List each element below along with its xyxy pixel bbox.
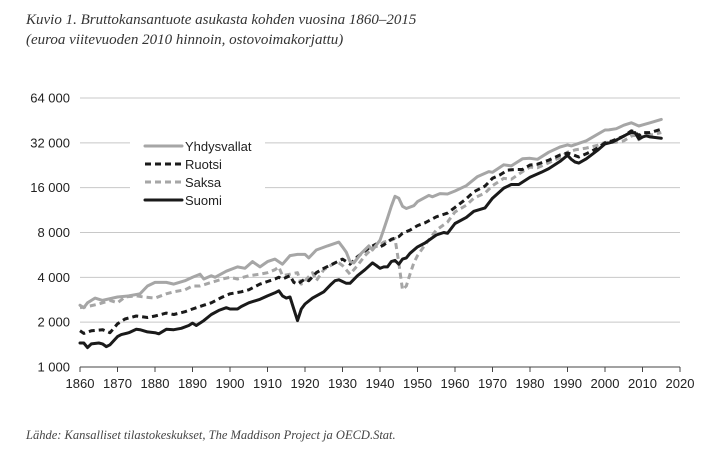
- y-tick-label: 2 000: [37, 315, 70, 330]
- y-tick-label: 64 000: [30, 91, 70, 106]
- x-tick-label: 1910: [253, 376, 282, 391]
- series-line-yhdysvallat: [78, 117, 663, 310]
- legend-label-ruotsi: Ruotsi: [185, 157, 222, 172]
- x-tick-label: 1900: [216, 376, 245, 391]
- x-tick-label: 1980: [516, 376, 545, 391]
- x-tick-label: 2000: [591, 376, 620, 391]
- y-tick-label: 32 000: [30, 135, 70, 150]
- chart-title-line-1: Kuvio 1. Bruttokansantuote asukasta kohd…: [26, 12, 417, 28]
- series-line-suomi: [78, 131, 663, 350]
- x-tick-label: 1860: [66, 376, 95, 391]
- y-tick-label: 1 000: [37, 360, 70, 375]
- y-tick-label: 8 000: [37, 225, 70, 240]
- chart-title: Kuvio 1. Bruttokansantuote asukasta kohd…: [26, 10, 416, 50]
- legend-label-suomi: Suomi: [185, 193, 222, 208]
- y-tick-label: 16 000: [30, 180, 70, 195]
- x-tick-label: 1950: [403, 376, 432, 391]
- y-tick-label: 4 000: [37, 270, 70, 285]
- series-lines: [78, 117, 663, 350]
- series-line-saksa: [79, 131, 662, 310]
- y-axis-tick-labels: 1 000 2 000 4 000 8 000 16 000 32 000 64 000: [30, 91, 70, 375]
- x-tick-label: 2010: [628, 376, 657, 391]
- x-tick-label: 2020: [666, 376, 695, 391]
- x-tick-label: 1880: [141, 376, 170, 391]
- legend: Yhdysvallat Ruotsi Saksa Suomi: [130, 132, 265, 208]
- legend-label-saksa: Saksa: [185, 175, 222, 190]
- x-tick-label: 1940: [366, 376, 395, 391]
- x-tick-label: 1920: [291, 376, 320, 391]
- axes: [79, 366, 681, 372]
- chart-title-line-2: (euroa viitevuoden 2010 hinnoin, ostovoi…: [26, 32, 344, 48]
- x-axis-tick-labels: 1860 1870 1880 1890 1900 1910 1920 1930 1940 1950…: [66, 376, 695, 391]
- source-note: Lähde: Kansalliset tilastokeskukset, The…: [26, 428, 396, 442]
- x-tick-label: 1890: [178, 376, 207, 391]
- x-tick-label: 1960: [441, 376, 470, 391]
- x-tick-label: 1970: [478, 376, 507, 391]
- x-tick-label: 1990: [553, 376, 582, 391]
- legend-label-yhdysvallat: Yhdysvallat: [185, 139, 252, 154]
- x-tick-label: 1930: [328, 376, 357, 391]
- x-tick-label: 1870: [103, 376, 132, 391]
